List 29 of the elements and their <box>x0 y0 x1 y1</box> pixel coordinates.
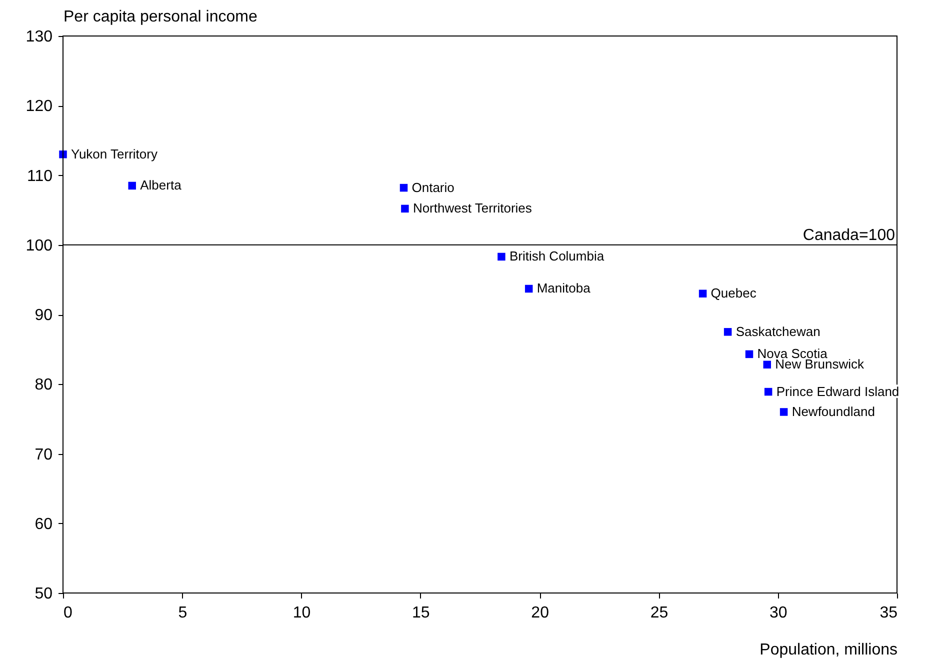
y-tick-label: 110 <box>26 168 53 185</box>
y-tick-label: 100 <box>26 237 53 254</box>
y-tick-label: 80 <box>34 376 53 394</box>
x-tick-label: 20 <box>531 604 550 622</box>
y-tick-label: 50 <box>34 586 53 602</box>
x-tick-label: 15 <box>412 604 430 622</box>
y-tick-label: 70 <box>34 446 53 464</box>
x-axis-title: Population, millions <box>760 642 898 658</box>
x-tick-label: 35 <box>880 604 898 622</box>
y-tick-label: 90 <box>34 307 53 324</box>
y-axis-title: Per capita personal income <box>64 8 258 26</box>
annotation: Alberta <box>140 178 182 193</box>
x-tick-label: 5 <box>178 604 188 622</box>
x-tick-label: 10 <box>292 604 311 622</box>
annotation: Yukon Territory <box>71 146 158 162</box>
y-tick-label: 130 <box>26 28 53 46</box>
x-tick-label: 25 <box>650 604 668 622</box>
x-tick-label: 0 <box>64 604 72 622</box>
annotation: Ontario <box>412 180 454 195</box>
annotation: Manitoba <box>536 280 592 296</box>
annotation: Quebec <box>710 286 757 301</box>
x-tick-label: 30 <box>769 604 788 622</box>
y-tick-label: 120 <box>26 98 53 116</box>
ref-line-label: Canada=100 <box>802 226 896 244</box>
annotation: Newfoundland <box>792 404 875 419</box>
annotation: Northwest Territories <box>412 200 532 216</box>
annotation: British Columbia <box>509 248 605 264</box>
y-tick-label: 60 <box>34 516 53 533</box>
annotation: Saskatchewan <box>736 324 820 339</box>
